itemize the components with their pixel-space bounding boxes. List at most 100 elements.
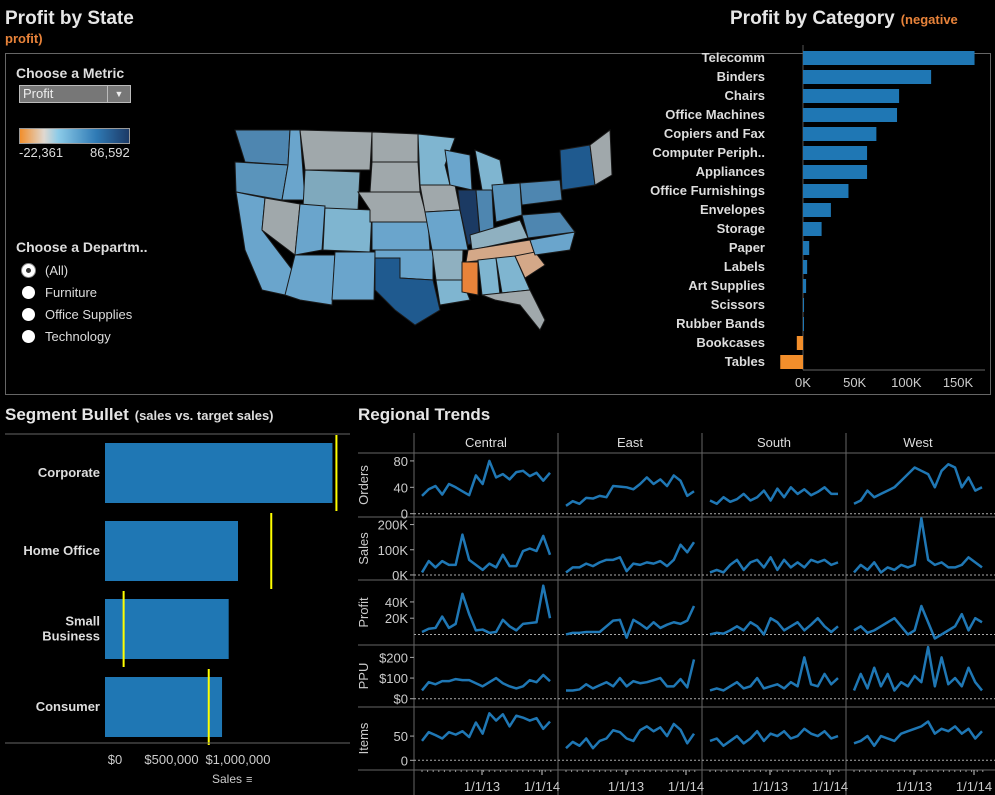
trend-line-profit-west[interactable] (853, 604, 983, 640)
row-label: Profit (356, 597, 371, 628)
category-bar[interactable] (803, 70, 932, 84)
state-az[interactable] (284, 254, 336, 306)
category-label: Telecomm (702, 50, 765, 65)
state-wa[interactable] (234, 129, 291, 166)
category-bar[interactable] (803, 184, 849, 198)
trend-line-ppu-central[interactable] (421, 673, 551, 692)
state-mn[interactable] (417, 133, 456, 186)
metric-dropdown[interactable]: Profit ▼ (19, 85, 131, 103)
radio-icon[interactable] (22, 285, 35, 299)
state-co[interactable] (322, 207, 373, 253)
category-bar[interactable] (803, 51, 975, 65)
category-bar[interactable] (780, 355, 803, 369)
category-bar[interactable] (803, 203, 831, 217)
state-pa[interactable] (519, 179, 563, 206)
radio-selected-icon[interactable] (22, 263, 35, 277)
category-bar[interactable] (803, 146, 868, 160)
sales-bar[interactable] (105, 677, 223, 737)
department-radio-furniture[interactable]: Furniture (22, 281, 132, 303)
trend-line-items-east[interactable] (565, 722, 696, 750)
state-sd[interactable] (369, 161, 421, 193)
trend-line-sales-central[interactable] (420, 533, 552, 574)
category-bar[interactable] (803, 89, 900, 103)
state-tx[interactable] (374, 257, 441, 326)
x-tick-label: 1/1/13 (608, 779, 644, 794)
trend-line-sales-south[interactable] (709, 556, 839, 574)
state-oh[interactable] (491, 182, 523, 223)
trend-line-ppu-east[interactable] (566, 659, 696, 692)
category-bar[interactable] (803, 165, 868, 179)
bullet-header: Segment Bullet (sales vs. target sales) (5, 405, 274, 425)
state-mt[interactable] (299, 129, 373, 171)
us-profit-map[interactable] (0, 0, 640, 395)
state-nm[interactable] (331, 251, 376, 301)
y-tick-label: $0 (394, 692, 408, 707)
state-ar[interactable] (431, 249, 464, 281)
trend-line-items-west[interactable] (853, 720, 983, 748)
category-bar[interactable] (803, 108, 898, 122)
category-label: Rubber Bands (676, 316, 765, 331)
x-tick-label: $0 (108, 752, 122, 767)
y-tick-label: 40 (394, 480, 408, 495)
trend-line-sales-west[interactable] (853, 517, 983, 574)
category-bar[interactable] (803, 298, 805, 312)
sales-bar[interactable] (105, 521, 238, 581)
category-bar[interactable] (796, 336, 803, 350)
trend-line-orders-east[interactable] (565, 474, 695, 507)
category-bar[interactable] (803, 279, 807, 293)
trend-line-ppu-south[interactable] (709, 656, 839, 692)
trend-line-orders-central[interactable] (421, 459, 551, 497)
trend-line-ppu-west[interactable] (852, 645, 983, 692)
category-bar[interactable] (803, 222, 822, 236)
state-nc[interactable] (529, 231, 576, 256)
state-ia[interactable] (419, 184, 461, 213)
sort-icon[interactable]: ≡ (246, 774, 252, 786)
sales-bar[interactable] (105, 443, 333, 503)
radio-icon[interactable] (22, 329, 35, 343)
category-bar[interactable] (803, 260, 808, 274)
state-va[interactable] (521, 211, 576, 239)
trend-line-orders-west[interactable] (853, 462, 983, 505)
trend-line-profit-south[interactable] (709, 616, 839, 636)
state-fl[interactable] (481, 289, 546, 331)
category-label: Art Supplies (688, 278, 765, 293)
legend-max: 86,592 (90, 145, 130, 160)
category-bar[interactable] (803, 241, 810, 255)
category-label: Chairs (725, 88, 765, 103)
trend-line-orders-south[interactable] (709, 486, 838, 506)
x-tick-label: 150K (943, 375, 974, 390)
map-panel (5, 53, 991, 395)
segment-label: Small Business (42, 614, 100, 644)
department-radio-all[interactable]: (All) (22, 259, 132, 281)
sales-bar[interactable] (105, 599, 229, 659)
y-tick-label: 20K (385, 611, 408, 626)
chevron-down-icon[interactable]: ▼ (107, 86, 130, 102)
trend-line-profit-central[interactable] (421, 584, 552, 635)
category-label: Copiers and Fax (664, 126, 766, 141)
trend-line-sales-east[interactable] (565, 541, 696, 574)
state-sc[interactable] (514, 251, 546, 279)
state-ut[interactable] (294, 203, 326, 256)
radio-icon[interactable] (22, 307, 35, 321)
state-ny[interactable] (559, 144, 596, 191)
category-header: Profit by Category (negative (730, 8, 958, 30)
state-ne-states[interactable] (589, 129, 613, 186)
column-header: South (757, 435, 791, 450)
category-bar[interactable] (803, 317, 804, 331)
state-ks[interactable] (371, 221, 431, 251)
category-label: Computer Periph.. (652, 145, 765, 160)
x-tick-label: 50K (843, 375, 866, 390)
state-nd[interactable] (371, 131, 419, 163)
department-radio-technology[interactable]: Technology (22, 325, 132, 347)
trend-line-items-south[interactable] (709, 727, 839, 748)
column-header: Central (465, 435, 507, 450)
state-id[interactable] (281, 129, 306, 201)
metric-dropdown-value: Profit (23, 86, 54, 101)
department-radio-office-supplies[interactable]: Office Supplies (22, 303, 132, 325)
y-tick-label: 80 (394, 454, 408, 469)
state-ms[interactable] (461, 261, 479, 296)
category-bar[interactable] (803, 127, 877, 141)
state-wy[interactable] (302, 169, 361, 211)
trend-line-items-central[interactable] (421, 712, 551, 742)
trend-line-profit-east[interactable] (565, 605, 696, 639)
